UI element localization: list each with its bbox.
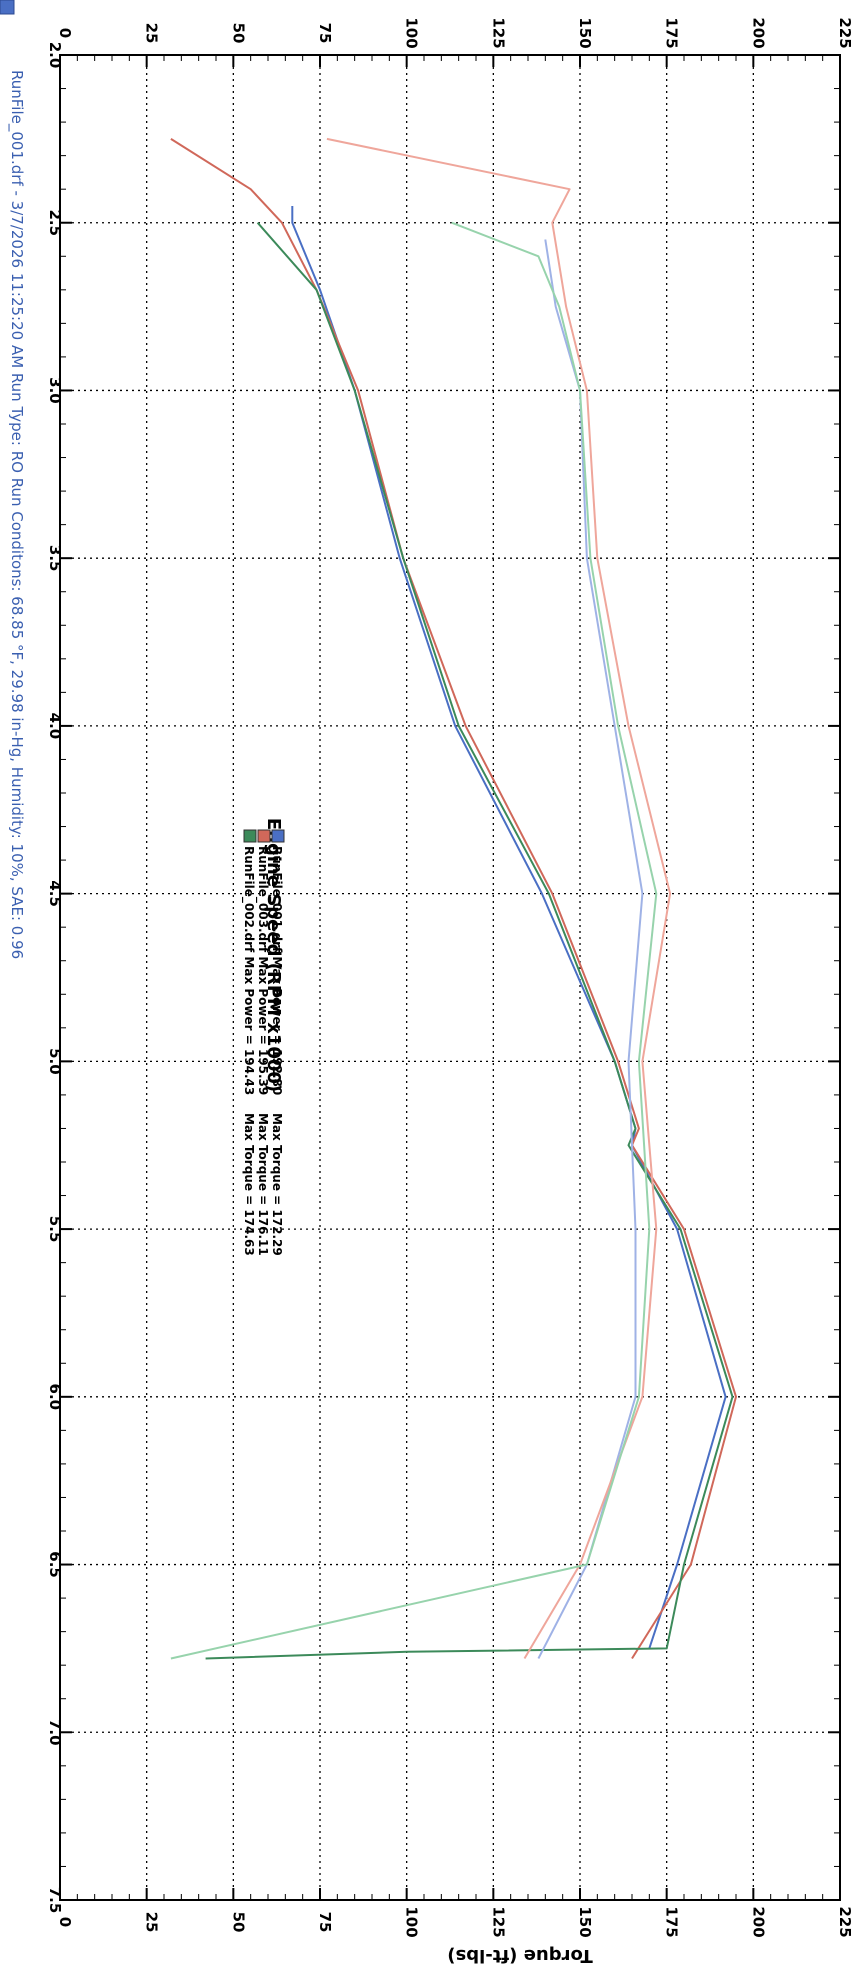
y-tick-label-top: 225 bbox=[836, 17, 854, 48]
x-tick-label: 6.0 bbox=[46, 1384, 64, 1411]
footer-swatch bbox=[0, 0, 15, 15]
x-tick-label: 5.0 bbox=[46, 1048, 64, 1075]
x-tick-label: 4.5 bbox=[46, 880, 64, 907]
y-tick-label-top: 25 bbox=[143, 23, 161, 44]
legend-swatch bbox=[257, 829, 271, 843]
x-tick-label: 2.5 bbox=[46, 209, 64, 236]
legend: RunFile_001.drf Max Power = 192.80 Max To… bbox=[241, 829, 285, 1256]
tick-labels: 2.0 2.5 3.0 3.5 4.0 4.5 5.0 5.5 6.0 6.5 7.0 7.5 0 0 25… bbox=[46, 17, 854, 1937]
legend-swatch bbox=[271, 829, 285, 843]
legend-label: RunFile_003.drf Max Power = 195.39 bbox=[255, 846, 270, 1095]
y-tick-label-top: 50 bbox=[229, 23, 247, 44]
plot-frame bbox=[59, 54, 841, 1901]
y-tick-label-top: 75 bbox=[316, 23, 334, 44]
x-tick-label: 7.0 bbox=[46, 1719, 64, 1746]
y-tick-label-bottom: 150 bbox=[576, 1906, 594, 1937]
x-tick-label: 7.5 bbox=[46, 1887, 64, 1914]
y-tick-label-bottom: 0 bbox=[56, 1917, 74, 1927]
y-tick-label-bottom: 25 bbox=[143, 1912, 161, 1933]
series-torque-runfile-002-drf bbox=[170, 221, 658, 1660]
series-power-runfile-001-drf bbox=[291, 206, 727, 1649]
x-axis-label: Engine Speed (RPM x1000) bbox=[263, 818, 284, 1092]
y-tick-label-bottom: 200 bbox=[749, 1906, 767, 1937]
x-tick-label: 2.0 bbox=[46, 42, 64, 69]
footer-text: RunFile_001.drf - 3/7/2026 11:25:20 AM R… bbox=[7, 70, 26, 959]
y-axis-label-right: Torque (ft-lbs) bbox=[447, 1945, 592, 1965]
x-tick-label: 4.0 bbox=[46, 713, 64, 740]
x-tick-label: 6.5 bbox=[46, 1551, 64, 1578]
x-tick-label: 5.5 bbox=[46, 1216, 64, 1243]
y-tick-label-top: 100 bbox=[403, 17, 421, 48]
y-tick-label-top: 200 bbox=[749, 17, 767, 48]
y-tick-label-top: 125 bbox=[489, 17, 507, 48]
y-tick-label-bottom: 75 bbox=[316, 1912, 334, 1933]
y-tick-label-bottom: 125 bbox=[489, 1906, 507, 1937]
y-tick-label-bottom: 175 bbox=[663, 1906, 681, 1937]
series-layer bbox=[170, 137, 737, 1660]
y-tick-label-top: 175 bbox=[663, 17, 681, 48]
y-tick-label-bottom: 100 bbox=[403, 1906, 421, 1937]
x-tick-label: 3.5 bbox=[46, 545, 64, 572]
y-tick-label-top: 0 bbox=[56, 28, 74, 38]
y-tick-label-top: 150 bbox=[576, 17, 594, 48]
legend-label: RunFile_001.drf Max Power = 192.80 bbox=[269, 846, 284, 1095]
series-torque-runfile-003-drf bbox=[326, 137, 672, 1660]
footer: RunFile_001.drf - 3/7/2026 11:25:20 AM R… bbox=[0, 0, 26, 959]
legend-torque: Max Torque = 176.11 bbox=[256, 1113, 270, 1256]
legend-torque: Max Torque = 172.29 bbox=[270, 1113, 284, 1256]
legend-torque: Max Torque = 174.63 bbox=[242, 1113, 256, 1256]
y-tick-label-bottom: 225 bbox=[836, 1906, 854, 1937]
series-power-runfile-002-drf bbox=[205, 222, 734, 1660]
series-power-runfile-003-drf bbox=[170, 138, 737, 1660]
series-torque-runfile-001-drf bbox=[537, 239, 644, 1659]
y-tick-label-bottom: 50 bbox=[229, 1912, 247, 1933]
legend-swatch bbox=[243, 829, 257, 843]
x-tick-label: 3.0 bbox=[46, 377, 64, 404]
legend-label: RunFile_002.drf Max Power = 194.43 bbox=[241, 846, 256, 1095]
